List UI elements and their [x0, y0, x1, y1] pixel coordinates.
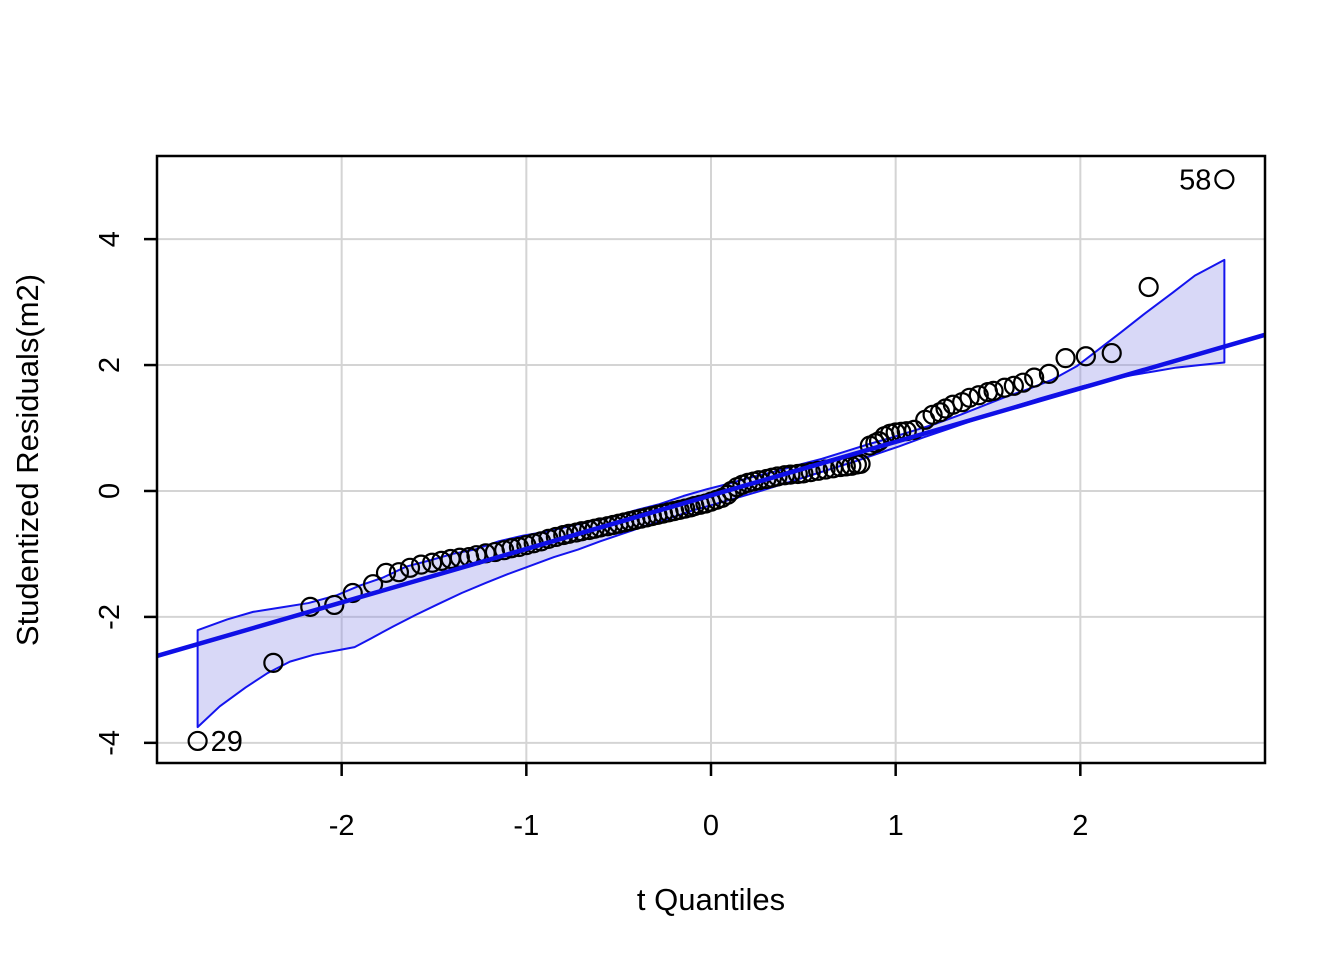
- gridlines: [157, 156, 1265, 763]
- data-point: [590, 517, 611, 538]
- x-tick-label: 2: [1072, 810, 1088, 842]
- outlier-labels: 58 29: [211, 164, 1212, 758]
- data-point: [942, 394, 964, 415]
- reference-line-group: [156, 332, 1266, 659]
- data-point: [808, 460, 829, 481]
- y-axis-title: Studentized Residuals(m2): [10, 274, 45, 646]
- data-point: [983, 380, 1004, 401]
- data-point: [263, 652, 284, 673]
- data-point: [1101, 342, 1122, 364]
- y-tick-label: 0: [94, 483, 126, 499]
- data-point: [904, 419, 925, 441]
- data-point: [868, 431, 890, 452]
- data-point: [187, 730, 208, 752]
- data-point: [375, 562, 397, 583]
- x-tick-label: -2: [329, 810, 355, 842]
- reference-line: [156, 332, 1266, 659]
- data-point: [399, 557, 421, 578]
- data-point: [1024, 367, 1045, 388]
- data-point: [1003, 375, 1024, 396]
- y-tick-label: -2: [94, 604, 126, 630]
- outlier-label: 58: [1179, 164, 1211, 196]
- data-point: [342, 582, 363, 604]
- data-point: [1138, 276, 1159, 298]
- x-tick-label: 0: [703, 810, 719, 842]
- data-point: [1075, 346, 1096, 367]
- x-axis-title: t Quantiles: [637, 882, 785, 917]
- y-tick-label: -4: [94, 730, 126, 756]
- y-tick-label: 2: [94, 357, 126, 373]
- data-point: [1055, 348, 1076, 369]
- data-point: [800, 461, 821, 483]
- data-point: [1038, 363, 1060, 384]
- axis-ticks: -2 -1 0 1 2 -4 -2 0 2 4: [94, 231, 1088, 842]
- x-tick-label: -1: [513, 810, 539, 842]
- data-point: [1214, 169, 1235, 190]
- y-tick-label: 4: [94, 231, 126, 247]
- data-point: [422, 552, 443, 573]
- data-point: [388, 562, 410, 583]
- data-point: [410, 554, 432, 575]
- data-point: [1012, 372, 1034, 393]
- data-point: [968, 385, 989, 406]
- data-point: [994, 377, 1015, 398]
- data-point: [850, 453, 871, 475]
- outlier-label: 29: [211, 726, 243, 758]
- data-point: [494, 540, 515, 561]
- data-point: [959, 387, 980, 408]
- x-tick-label: 1: [888, 810, 904, 842]
